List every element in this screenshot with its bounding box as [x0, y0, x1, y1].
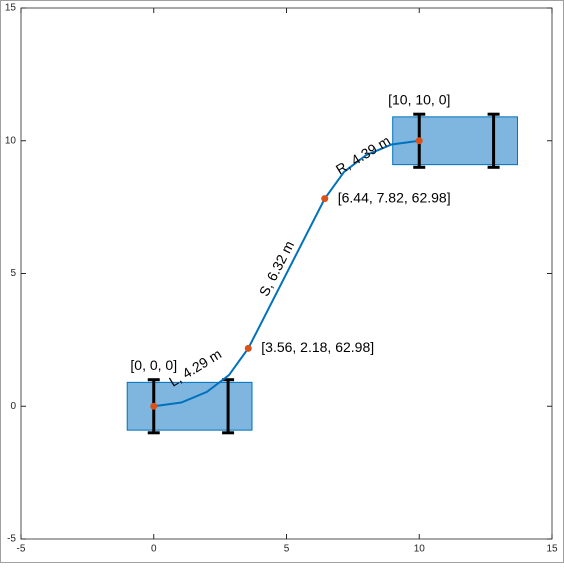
y-tick-label: -5: [7, 534, 16, 545]
y-tick-label: 5: [10, 268, 16, 279]
y-tick-label: 10: [5, 135, 17, 146]
y-tick-label: 15: [5, 3, 17, 14]
path-line: [153, 139, 420, 408]
pose-label: [3.56, 2.18, 62.98]: [261, 339, 374, 355]
x-tick-label: 10: [414, 544, 426, 555]
x-tick-label: 5: [284, 544, 290, 555]
waypoint: [150, 402, 158, 410]
x-tick-label: 0: [151, 544, 157, 555]
x-tick-label: -5: [17, 544, 26, 555]
waypoint: [244, 344, 252, 352]
pose-label: [6.44, 7.82, 62.98]: [338, 189, 451, 205]
pose-label: [10, 10, 0]: [388, 91, 450, 107]
y-tick-label: 0: [10, 401, 16, 412]
vehicle-body: [126, 381, 253, 431]
vehicle-body: [392, 116, 518, 166]
x-tick-label: 15: [546, 544, 558, 555]
waypoint: [415, 137, 423, 145]
waypoint: [321, 195, 329, 203]
pose-label: [0, 0, 0]: [130, 357, 177, 373]
